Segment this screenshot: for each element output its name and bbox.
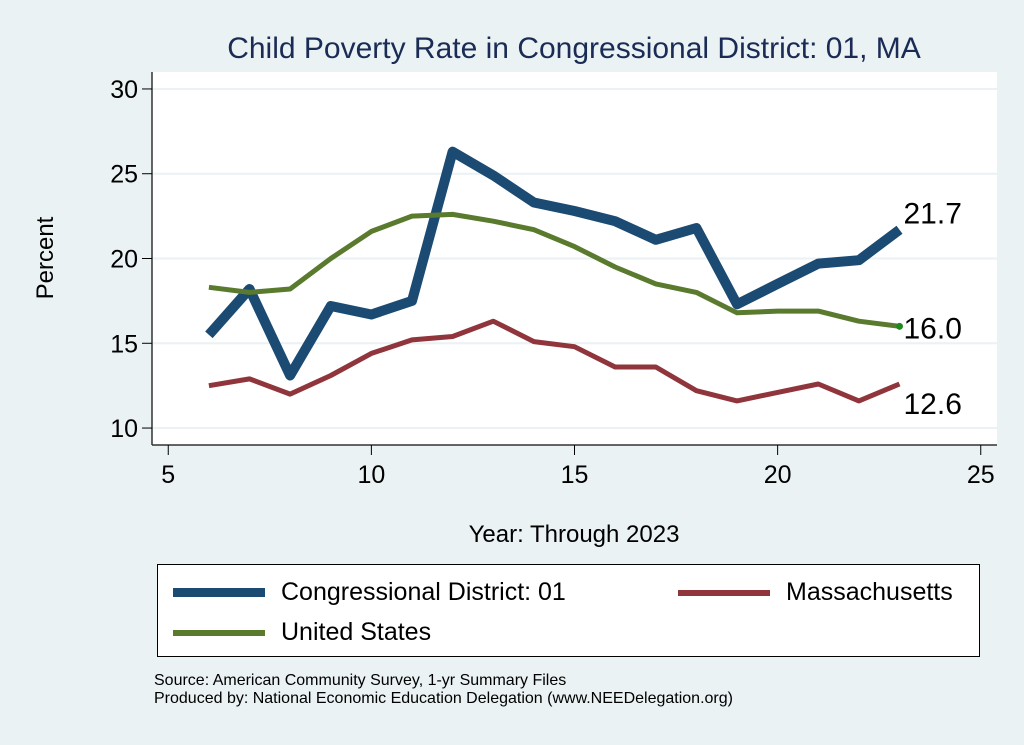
series-line-massachusetts xyxy=(208,318,901,404)
legend: Congressional District: 01 Massachusetts… xyxy=(157,564,980,657)
legend-swatch-united-states xyxy=(173,629,265,636)
y-tick-label: 10 xyxy=(110,415,138,443)
legend-item-district: Congressional District: 01 xyxy=(173,578,566,607)
legend-label-massachusetts: Massachusetts xyxy=(786,578,953,606)
legend-swatch-district xyxy=(173,588,265,597)
y-tick-label: 15 xyxy=(110,330,138,358)
series-line-united-states xyxy=(208,211,900,329)
x-axis-ticks: 5 10 15 20 25 xyxy=(161,445,995,489)
chart-title: Child Poverty Rate in Congressional Dist… xyxy=(227,32,921,65)
y-axis-title: Percent xyxy=(32,216,59,299)
x-tick-label: 10 xyxy=(357,461,385,489)
end-label-united-states: 16.0 xyxy=(904,312,962,345)
x-tick-label: 20 xyxy=(764,461,792,489)
y-axis-ticks: 10 15 20 25 30 xyxy=(110,76,152,443)
y-tick-label: 30 xyxy=(110,76,138,104)
producer-note: Produced by: National Economic Education… xyxy=(154,690,733,707)
x-tick-label: 25 xyxy=(967,461,995,489)
y-tick-label: 20 xyxy=(110,246,138,274)
end-marker-united-states xyxy=(896,322,903,330)
end-labels: 21.7 12.6 16.0 xyxy=(904,198,962,421)
series-line-district xyxy=(205,146,903,381)
legend-label-united-states: United States xyxy=(281,618,432,646)
x-axis-title: Year: Through 2023 xyxy=(469,521,680,548)
end-label-district: 21.7 xyxy=(904,198,962,231)
y-tick-label: 25 xyxy=(110,161,138,189)
x-tick-label: 15 xyxy=(561,461,589,489)
legend-item-united-states: United States xyxy=(173,618,431,647)
source-note: Source: American Community Survey, 1-yr … xyxy=(154,672,567,689)
legend-item-massachusetts: Massachusetts xyxy=(678,578,953,607)
x-tick-label: 5 xyxy=(161,461,175,489)
series-lines xyxy=(205,146,903,404)
legend-swatch-massachusetts xyxy=(678,589,770,596)
legend-label-district: Congressional District: 01 xyxy=(281,578,566,606)
end-label-massachusetts: 12.6 xyxy=(904,388,962,421)
